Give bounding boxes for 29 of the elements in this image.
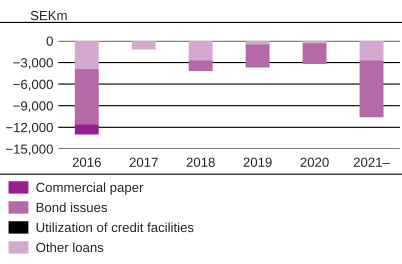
bar: [246, 40, 270, 45]
bar: [132, 40, 156, 50]
y-tick-label: −9,000: [13, 101, 53, 112]
x-tick-label: 2016: [72, 158, 101, 167]
x-tick-label: 2019: [244, 158, 272, 167]
legend-label: Utilization of credit facilities: [36, 222, 194, 232]
y-tick-label: 0: [46, 36, 53, 46]
bar: [302, 40, 327, 44]
x-tick-label: 2020: [300, 158, 329, 167]
x-tick-label: 2017: [130, 158, 158, 167]
bar: [188, 60, 213, 72]
y-tick-label: −3,000: [13, 58, 53, 69]
bar: [246, 44, 270, 68]
bar: [74, 68, 99, 124]
legend-label: Bond issues: [36, 202, 108, 212]
legend-label: Other loans: [36, 242, 104, 252]
bar: [360, 60, 384, 118]
x-tick-label: 2018: [186, 158, 215, 167]
bar: [302, 43, 327, 64]
legend-label: Commercial paper: [36, 182, 144, 195]
bar: [74, 40, 99, 69]
x-tick-label: 2021–: [354, 158, 390, 167]
bar: [188, 40, 213, 60]
y-tick-label: −12,000: [6, 122, 53, 134]
bar: [74, 124, 99, 134]
bar: [360, 40, 384, 60]
y-tick-label: −15,000: [6, 144, 53, 156]
y-axis-title: SEKm: [30, 10, 67, 20]
y-tick-label: −6,000: [13, 80, 53, 91]
